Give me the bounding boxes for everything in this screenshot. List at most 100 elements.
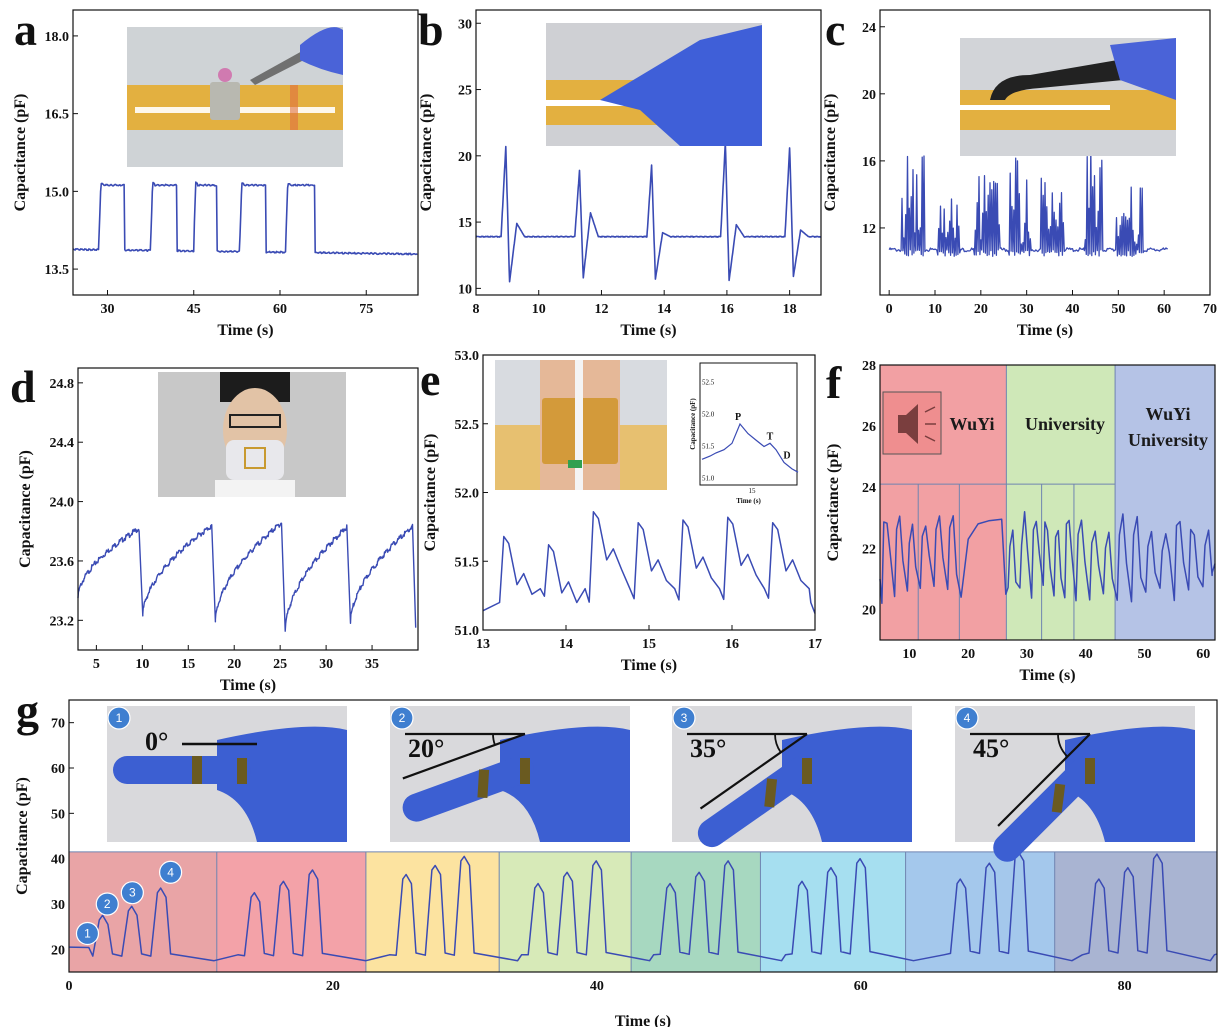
region-1: [1006, 365, 1116, 640]
x-tick-label: 10: [928, 302, 942, 317]
x-tick-label: 20: [326, 979, 340, 994]
sensor-ring-icon: [764, 778, 778, 808]
y-tick-label: 23.2: [50, 614, 75, 629]
angle-arc: [492, 733, 496, 746]
hand-icon: [217, 726, 347, 842]
tape-mark: [290, 85, 298, 130]
connector-icon: [568, 460, 582, 468]
x-tick-label: 30: [101, 302, 115, 317]
inset-frame: [699, 362, 798, 486]
y-tick-label: 70: [51, 717, 65, 732]
badge-3: [120, 881, 144, 905]
angle-label-1: 20°: [408, 734, 444, 763]
y-tick-label: 51.5: [455, 555, 480, 570]
weight-icon: [210, 82, 240, 120]
region-label-wuyi-2: WuYi: [1145, 404, 1190, 424]
angle-guide-2: [997, 733, 1091, 827]
x-axis-label: Time (s): [615, 1013, 671, 1027]
badge-4: [159, 860, 183, 884]
inset-y-tick-label: 52.0: [702, 410, 715, 418]
x-tick-label: 16: [725, 637, 739, 652]
x-tick-label: 20: [227, 657, 241, 672]
x-tick-label: 10: [135, 657, 149, 672]
x-tick-label: 17: [808, 637, 822, 652]
bend-region-6: [905, 851, 1055, 972]
x-tick-label: 60: [854, 979, 868, 994]
y-tick-label: 24: [862, 481, 876, 496]
photo-badge-3: [672, 706, 696, 730]
y-tick-label: 23.6: [50, 555, 75, 570]
y-tick-label: 25: [458, 84, 472, 99]
x-axis-label: Time (s): [220, 677, 276, 694]
inset-point-d: D: [783, 451, 790, 462]
capacitance-line: [72, 181, 418, 256]
angle-arc: [774, 733, 782, 753]
angle-label-0: 0°: [145, 727, 168, 756]
y-tick-label: 20: [862, 603, 876, 618]
x-axis-label: Time (s): [620, 322, 676, 339]
panel-c: 0 10 20 30 40 50 60 70 12 16 20 24 Time (s) Capacitan…: [822, 9, 1217, 339]
x-tick-label: 8: [473, 302, 480, 317]
x-axis-label: Time (s): [621, 657, 677, 674]
angle-label-3: 45°: [973, 734, 1009, 763]
panel-letter-d: d: [10, 361, 36, 412]
tweezer-tap-photo: [960, 38, 1176, 156]
badge-2: [95, 892, 119, 916]
x-tick-label: 12: [594, 302, 608, 317]
x-tick-label: 40: [590, 979, 604, 994]
capacitance-line: [475, 141, 822, 283]
y-tick-label: 28: [862, 359, 876, 374]
badge-number: 3: [129, 886, 136, 900]
x-tick-label: 15: [642, 637, 656, 652]
y-tick-label: 22: [862, 542, 876, 557]
y-tick-label: 53.0: [455, 349, 480, 364]
x-tick-label: 45: [187, 302, 201, 317]
x-axis-label: Time (s): [217, 322, 273, 339]
x-tick-label: 0: [886, 302, 893, 317]
photo-badge-number: 1: [116, 711, 123, 725]
plot-frame: [482, 354, 816, 631]
y-tick-label: 16.5: [45, 108, 70, 123]
x-tick-label: 30: [1020, 302, 1034, 317]
wrist-photo: [495, 360, 667, 490]
cable-shape: [575, 360, 583, 490]
y-tick-label: 18.0: [45, 30, 70, 45]
plot-frame: [879, 9, 1211, 296]
y-axis-label: Capacitance (pF): [14, 777, 31, 895]
y-tick-label: 20: [862, 88, 876, 103]
inset-x-tick-label: 15: [749, 487, 757, 495]
finger-bend-photo-2: 20°2: [390, 706, 630, 842]
x-tick-label: 50: [1111, 302, 1125, 317]
x-tick-label: 60: [273, 302, 287, 317]
x-tick-label: 10: [902, 647, 916, 662]
y-axis-label: Capacitance (pF): [12, 94, 29, 212]
x-tick-label: 30: [1020, 647, 1034, 662]
finger-icon: [993, 756, 1099, 862]
sensor-ring-icon: [477, 769, 490, 798]
photo-badge-4: [955, 706, 979, 730]
badge-number: 2: [104, 897, 111, 911]
panel-letter-a: a: [14, 4, 37, 55]
plot-frame: [68, 699, 1218, 973]
sensor-strip: [546, 100, 666, 106]
glove-icon: [1110, 38, 1176, 100]
y-axis-label: Capacitance (pF): [825, 444, 842, 562]
region-label-university: University: [1025, 414, 1105, 434]
y-tick-label: 50: [51, 807, 65, 822]
photo-badge-number: 3: [681, 711, 688, 725]
hand-icon: [782, 726, 912, 842]
x-tick-label: 10: [532, 302, 546, 317]
bend-region-2: [365, 851, 500, 972]
x-tick-label: 14: [657, 302, 671, 317]
x-tick-label: 13: [476, 637, 490, 652]
x-tick-label: 60: [1196, 647, 1210, 662]
x-tick-label: 18: [783, 302, 797, 317]
photo-badge-1: [107, 706, 131, 730]
panel-letter-c: c: [825, 4, 845, 55]
plot-frame: [475, 9, 822, 296]
x-tick-label: 25: [273, 657, 287, 672]
y-axis-label: Capacitance (pF): [422, 434, 439, 552]
panel-g: 0 20 40 60 80 20 30 40 50 60 70 Time (s) Capacitance…: [14, 699, 1218, 1027]
y-tick-label: 30: [458, 17, 472, 32]
